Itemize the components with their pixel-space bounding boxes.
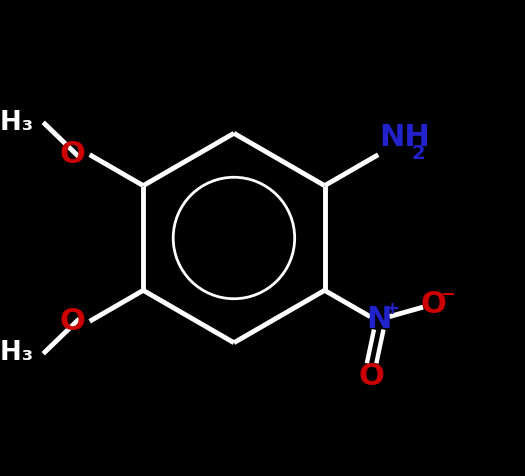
Text: O: O: [421, 290, 446, 319]
Text: CH₃: CH₃: [0, 340, 34, 366]
Text: N: N: [366, 305, 392, 334]
Text: O: O: [60, 307, 86, 336]
Text: NH: NH: [379, 123, 430, 152]
Text: CH₃: CH₃: [0, 110, 34, 136]
Text: −: −: [440, 286, 455, 304]
Text: O: O: [359, 362, 384, 391]
Text: +: +: [385, 299, 400, 317]
Text: 2: 2: [412, 144, 425, 163]
Text: O: O: [60, 140, 86, 169]
